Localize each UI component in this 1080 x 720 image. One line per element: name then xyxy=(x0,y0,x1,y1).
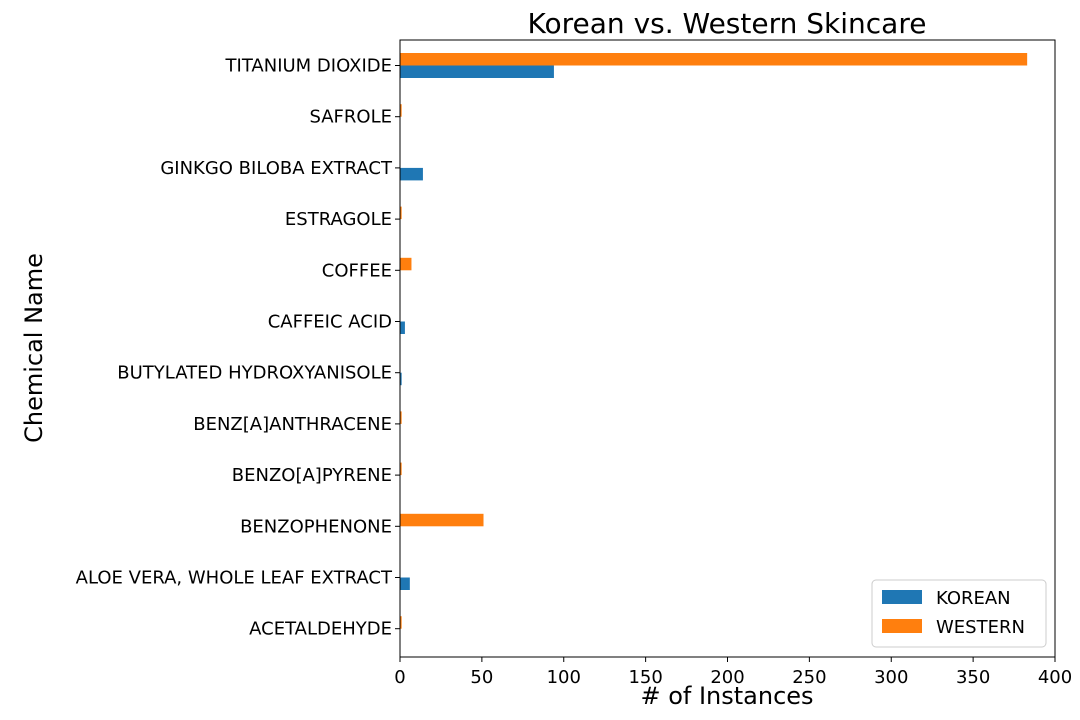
y-tick-label-benzo-a-pyrene: BENZO[A]PYRENE xyxy=(232,465,392,486)
legend-swatch-western xyxy=(882,619,922,633)
legend: KOREAN WESTERN xyxy=(871,579,1047,648)
bar-western-estragole xyxy=(400,206,402,220)
bar-western-coffee xyxy=(400,257,412,271)
y-tick-label-ginkgo-biloba-extract: GINKGO BILOBA EXTRACT xyxy=(160,158,393,179)
bar-western-benzo-a-pyrene xyxy=(400,462,402,476)
legend-label-western: WESTERN xyxy=(936,617,1025,638)
x-tick-label-200: 200 xyxy=(710,667,744,688)
y-tick-label-caffeic-acid: CAFFEIC ACID xyxy=(268,312,392,333)
x-tick-label-300: 300 xyxy=(874,667,908,688)
bar-western-titanium-dioxide xyxy=(400,53,1028,66)
plot-frame xyxy=(399,39,1056,658)
bar-korean-butylated-hydroxyanisole xyxy=(400,372,402,386)
legend-label-korean: KOREAN xyxy=(936,588,1011,609)
x-tick-label-150: 150 xyxy=(628,667,662,688)
x-tick-label-50: 50 xyxy=(470,667,493,688)
bar-western-benz-a-anthracene xyxy=(400,411,402,424)
y-tick-label-butylated-hydroxyanisole: BUTYLATED HYDROXYANISOLE xyxy=(117,363,392,384)
legend-swatch-korean xyxy=(882,590,922,604)
bar-western-safrole xyxy=(400,104,402,117)
y-tick-label-aloe-vera-whole-leaf-extract: ALOE VERA, WHOLE LEAF EXTRACT xyxy=(76,568,393,589)
bar-korean-titanium-dioxide xyxy=(400,65,554,78)
x-axis-label: # of Instances xyxy=(640,682,813,710)
x-tick-label-400: 400 xyxy=(1038,667,1072,688)
bar-korean-caffeic-acid xyxy=(400,321,405,334)
x-tick-label-250: 250 xyxy=(792,667,826,688)
x-tick-label-0: 0 xyxy=(394,667,405,688)
x-tick-label-350: 350 xyxy=(956,667,990,688)
y-tick-label-safrole: SAFROLE xyxy=(309,107,392,128)
y-tick-label-coffee: COFFEE xyxy=(322,260,392,281)
y-axis-ticks: TITANIUM DIOXIDE SAFROLE GINKGO BILOBA EXT… xyxy=(76,56,400,640)
y-tick-label-estragole: ESTRAGOLE xyxy=(285,209,392,230)
x-tick-label-100: 100 xyxy=(547,667,581,688)
bar-western-benzophenone xyxy=(400,513,484,527)
chart-title: Korean vs. Western Skincare xyxy=(528,7,927,40)
y-tick-label-benz-a-anthracene: BENZ[A]ANTHRACENE xyxy=(193,414,392,435)
bars-layer xyxy=(400,53,1028,629)
y-tick-label-acetaldehyde: ACETALDEHYDE xyxy=(249,619,392,640)
y-tick-label-titanium-dioxide: TITANIUM DIOXIDE xyxy=(225,56,392,77)
x-axis-ticks: 0 50 100 150 200 250 300 350 400 xyxy=(394,657,1072,688)
bar-korean-ginkgo-biloba-extract xyxy=(400,167,423,181)
bar-korean-aloe-vera-whole-leaf-extract xyxy=(400,577,410,590)
bar-western-acetaldehyde xyxy=(400,616,402,629)
y-tick-label-benzophenone: BENZOPHENONE xyxy=(240,516,392,537)
y-axis-label: Chemical Name xyxy=(20,253,48,443)
